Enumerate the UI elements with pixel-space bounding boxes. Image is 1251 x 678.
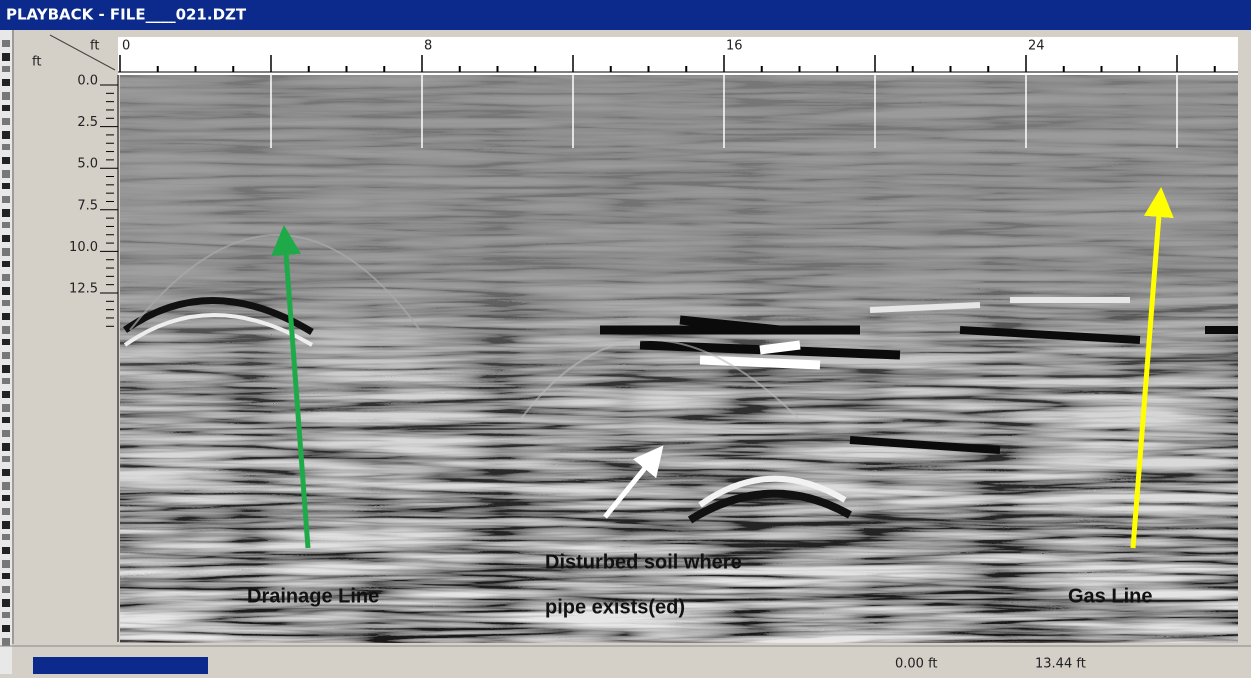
edge-mark bbox=[2, 469, 10, 476]
y-tick-label: 7.5 bbox=[77, 198, 98, 213]
edge-mark bbox=[2, 482, 10, 490]
edge-mark bbox=[2, 443, 10, 451]
page: {"window": {"title": "PLAYBACK - FILE___… bbox=[0, 0, 1251, 674]
edge-mark bbox=[2, 508, 10, 515]
edge-mark bbox=[2, 222, 10, 228]
edge-mark bbox=[2, 170, 10, 178]
y-tick-label: 10.0 bbox=[69, 240, 98, 255]
corner-divider bbox=[50, 35, 115, 70]
status-position: 0.00 ft bbox=[895, 657, 938, 672]
edge-mark bbox=[2, 378, 10, 384]
window-title: PLAYBACK - FILE____021.DZT bbox=[6, 6, 247, 24]
edge-mark bbox=[2, 105, 10, 111]
edge-mark bbox=[2, 612, 10, 618]
edge-mark bbox=[2, 417, 10, 423]
edge-mark bbox=[2, 40, 10, 47]
status-depth: 13.44 ft bbox=[1035, 657, 1086, 672]
edge-mark bbox=[2, 313, 10, 320]
edge-mark bbox=[2, 66, 10, 72]
edge-mark bbox=[2, 495, 10, 501]
y-ticks: 0.0 2.5 5.0 7.5 10.0 12.5 bbox=[69, 74, 118, 643]
annotation: Disturbed soil where bbox=[545, 551, 742, 573]
edge-mark bbox=[2, 586, 10, 593]
ruler bbox=[118, 37, 1238, 75]
edge-mark bbox=[2, 144, 10, 150]
progress-bar bbox=[33, 657, 208, 674]
edge-mark bbox=[2, 300, 10, 306]
edge-mark bbox=[2, 404, 10, 412]
edge-mark bbox=[2, 326, 10, 334]
edge-mark bbox=[2, 534, 10, 540]
edge-mark bbox=[2, 573, 10, 579]
playback-window: PLAYBACK - FILE____021.DZT ft ft 081624 … bbox=[0, 0, 1251, 674]
edge-mark bbox=[2, 118, 10, 125]
edge-mark bbox=[2, 92, 10, 100]
annotation: Drainage Line bbox=[247, 585, 379, 607]
edge-mark bbox=[2, 599, 10, 607]
edge-mark bbox=[2, 53, 10, 61]
edge-mark bbox=[2, 209, 10, 217]
edge-mark bbox=[2, 365, 10, 373]
x-tick-label: 0 bbox=[122, 39, 130, 54]
edge-mark bbox=[2, 456, 10, 462]
x-unit: ft bbox=[90, 39, 99, 54]
x-tick-label: 8 bbox=[424, 39, 432, 54]
y-tick-label: 2.5 bbox=[77, 115, 98, 130]
edge-mark bbox=[2, 287, 10, 295]
edge-mark bbox=[2, 560, 10, 568]
edge-mark bbox=[2, 248, 10, 256]
edge-mark bbox=[2, 547, 10, 554]
edge-mark bbox=[2, 638, 10, 646]
edge-mark bbox=[2, 131, 10, 139]
y-tick-label: 5.0 bbox=[77, 157, 98, 172]
edge-mark bbox=[2, 352, 10, 359]
edge-mark bbox=[2, 183, 10, 189]
y-unit: ft bbox=[32, 55, 41, 70]
edge-mark bbox=[2, 79, 10, 86]
x-tick-label: 24 bbox=[1028, 39, 1045, 54]
edge-mark bbox=[2, 430, 10, 437]
edge-mark bbox=[2, 196, 10, 203]
edge-mark bbox=[2, 261, 10, 267]
y-tick-label: 0.0 bbox=[77, 74, 98, 89]
y-tick-label: 12.5 bbox=[69, 282, 98, 297]
edge-mark bbox=[2, 521, 10, 529]
edge-mark bbox=[2, 157, 10, 164]
edge-mark bbox=[2, 625, 10, 632]
edge-mark bbox=[2, 235, 10, 242]
annotation: pipe exists(ed) bbox=[545, 596, 685, 618]
edge-mark bbox=[2, 274, 10, 281]
annotation: Gas Line bbox=[1068, 585, 1152, 607]
edge-mark bbox=[2, 391, 10, 398]
x-tick-label: 16 bbox=[726, 39, 743, 54]
edge-mark bbox=[2, 339, 10, 345]
